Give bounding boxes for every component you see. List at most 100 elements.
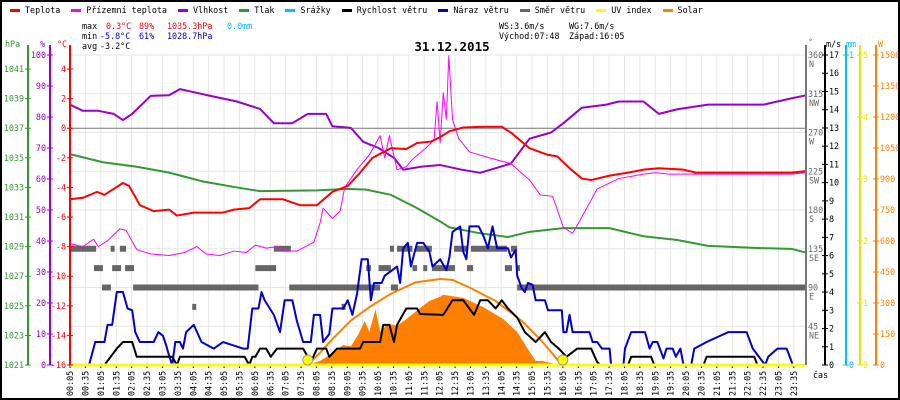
- wind-tick-label: 16: [829, 68, 839, 78]
- x-tick-label: 23:35: [789, 371, 799, 396]
- humidity-tick-label: 60: [36, 174, 46, 184]
- legend-item: Vlhkost: [177, 5, 229, 15]
- wind-direction-mark: [470, 245, 508, 252]
- direction-name-label: SW: [809, 175, 820, 185]
- wind-direction-mark: [378, 265, 391, 272]
- wind-direction-mark: [466, 265, 474, 272]
- wind-tick-label: 12: [829, 141, 839, 151]
- max-humidity: 89%: [139, 21, 155, 31]
- solar-tick-label: 1050: [880, 143, 900, 153]
- temperature-unit: °C: [57, 39, 67, 49]
- x-tick-label: 06:05: [250, 371, 260, 396]
- wind-direction-mark: [504, 265, 512, 272]
- legend-swatch: [438, 8, 449, 12]
- direction-tick-label: 360: [808, 50, 823, 60]
- wind-direction-mark: [255, 265, 277, 272]
- wind-direction-mark: [112, 265, 122, 272]
- max-pressure: 1035.3hPa: [167, 21, 213, 31]
- direction-name-label: SE: [809, 253, 819, 263]
- temperature-tick-label: 4: [61, 64, 66, 74]
- pressure-tick-label: 1027: [4, 271, 24, 281]
- pressure-tick-label: 1037: [4, 123, 24, 133]
- wind-tick-label: 14: [829, 105, 839, 115]
- wind-direction-mark: [70, 245, 97, 252]
- legend-label: Tlak: [254, 5, 275, 15]
- min-temperature: -5.8°C: [100, 31, 131, 41]
- legend-swatch: [239, 8, 250, 12]
- x-tick-label: 08:35: [327, 371, 337, 396]
- uv-tick-label: 0: [863, 360, 868, 370]
- x-tick-label: 10:35: [388, 371, 398, 396]
- wind-direction-mark: [192, 303, 197, 310]
- legend-swatch: [177, 8, 188, 12]
- x-tick-label: 03:35: [173, 371, 183, 396]
- pressure-unit: hPa: [5, 39, 20, 49]
- x-tick-label: 09:05: [342, 371, 352, 396]
- wind-direction-mark: [454, 245, 467, 252]
- legend-label: Vlhkost: [192, 5, 229, 15]
- legend-item: UV index: [596, 5, 652, 15]
- x-tick-label: 00:05: [65, 371, 75, 396]
- legend-label: Směr větru: [534, 5, 586, 15]
- legend-item: Směr větru: [519, 5, 586, 15]
- direction-name-label: E: [809, 292, 814, 302]
- x-tick-label: 14:05: [496, 371, 506, 396]
- series-rychlost-v-tru: [70, 299, 806, 366]
- series-vlhkost: [69, 88, 807, 174]
- x-tick-label: 07:05: [281, 371, 291, 396]
- legend-swatch: [662, 8, 673, 12]
- direction-tick-label: 90: [808, 283, 818, 293]
- min-humidity: 61%: [139, 31, 155, 41]
- temperature-tick-label: -2: [56, 153, 66, 163]
- wind-tick-label: 11: [829, 159, 839, 169]
- temperature-tick-label: -8: [56, 242, 66, 252]
- legend-label: UV index: [611, 5, 652, 15]
- pressure-tick-label: 1033: [4, 182, 24, 192]
- wind-tick-label: 6: [829, 251, 834, 261]
- solar-tick-label: 900: [880, 174, 895, 184]
- wind-tick-label: 4: [829, 287, 834, 297]
- x-axis-label: čas: [813, 370, 828, 380]
- legend-label: Solar: [677, 5, 703, 15]
- x-tick-label: 23:05: [773, 371, 783, 396]
- max-rain: 0.0mm: [227, 21, 253, 31]
- legend-swatch: [519, 8, 530, 12]
- legend-label: Teplota: [25, 5, 61, 15]
- wind-tick-label: 17: [829, 50, 839, 60]
- x-tick-label: 05:05: [219, 371, 229, 396]
- max-temperature: 0.3°C: [106, 21, 132, 31]
- humidity-tick-label: 70: [36, 143, 46, 153]
- x-tick-label: 16:35: [573, 371, 583, 396]
- min-label: min: [82, 31, 98, 41]
- temperature-tick-label: 2: [61, 94, 66, 104]
- rain-unit: mm: [846, 39, 856, 49]
- temperature-tick-label: -16: [51, 360, 66, 370]
- x-tick-label: 20:05: [681, 371, 691, 396]
- x-tick-label: 15:35: [542, 371, 552, 396]
- direction-name-label: W: [809, 137, 815, 147]
- pressure-tick-label: 1029: [4, 242, 24, 252]
- pressure-tick-label: 1021: [4, 360, 24, 370]
- pressure-tick-label: 1031: [4, 212, 24, 222]
- wind-direction-mark: [390, 284, 398, 291]
- direction-tick-label: 45: [808, 321, 818, 331]
- x-tick-label: 13:35: [481, 371, 491, 396]
- min-pressure: 1028.7hPa: [167, 31, 213, 41]
- temperature-tick-label: -4: [56, 182, 66, 192]
- solar-tick-label: 1200: [880, 112, 900, 122]
- humidity-tick-label: 0: [41, 360, 46, 370]
- x-tick-label: 20:35: [696, 371, 706, 396]
- x-tick-label: 06:35: [265, 371, 275, 396]
- series-n-raz-v-tru: [70, 225, 806, 366]
- x-tick-label: 19:05: [650, 371, 660, 396]
- wind-direction-mark: [397, 245, 413, 252]
- chart-title: 31.12.2015: [414, 39, 490, 54]
- wind-direction-mark: [517, 284, 806, 291]
- direction-name-label: NW: [809, 98, 820, 108]
- x-tick-label: 21:05: [712, 371, 722, 396]
- x-tick-label: 08:05: [311, 371, 321, 396]
- x-tick-label: 17:35: [604, 371, 614, 396]
- temperature-tick-label: -14: [51, 330, 66, 340]
- x-tick-label: 18:05: [619, 371, 629, 396]
